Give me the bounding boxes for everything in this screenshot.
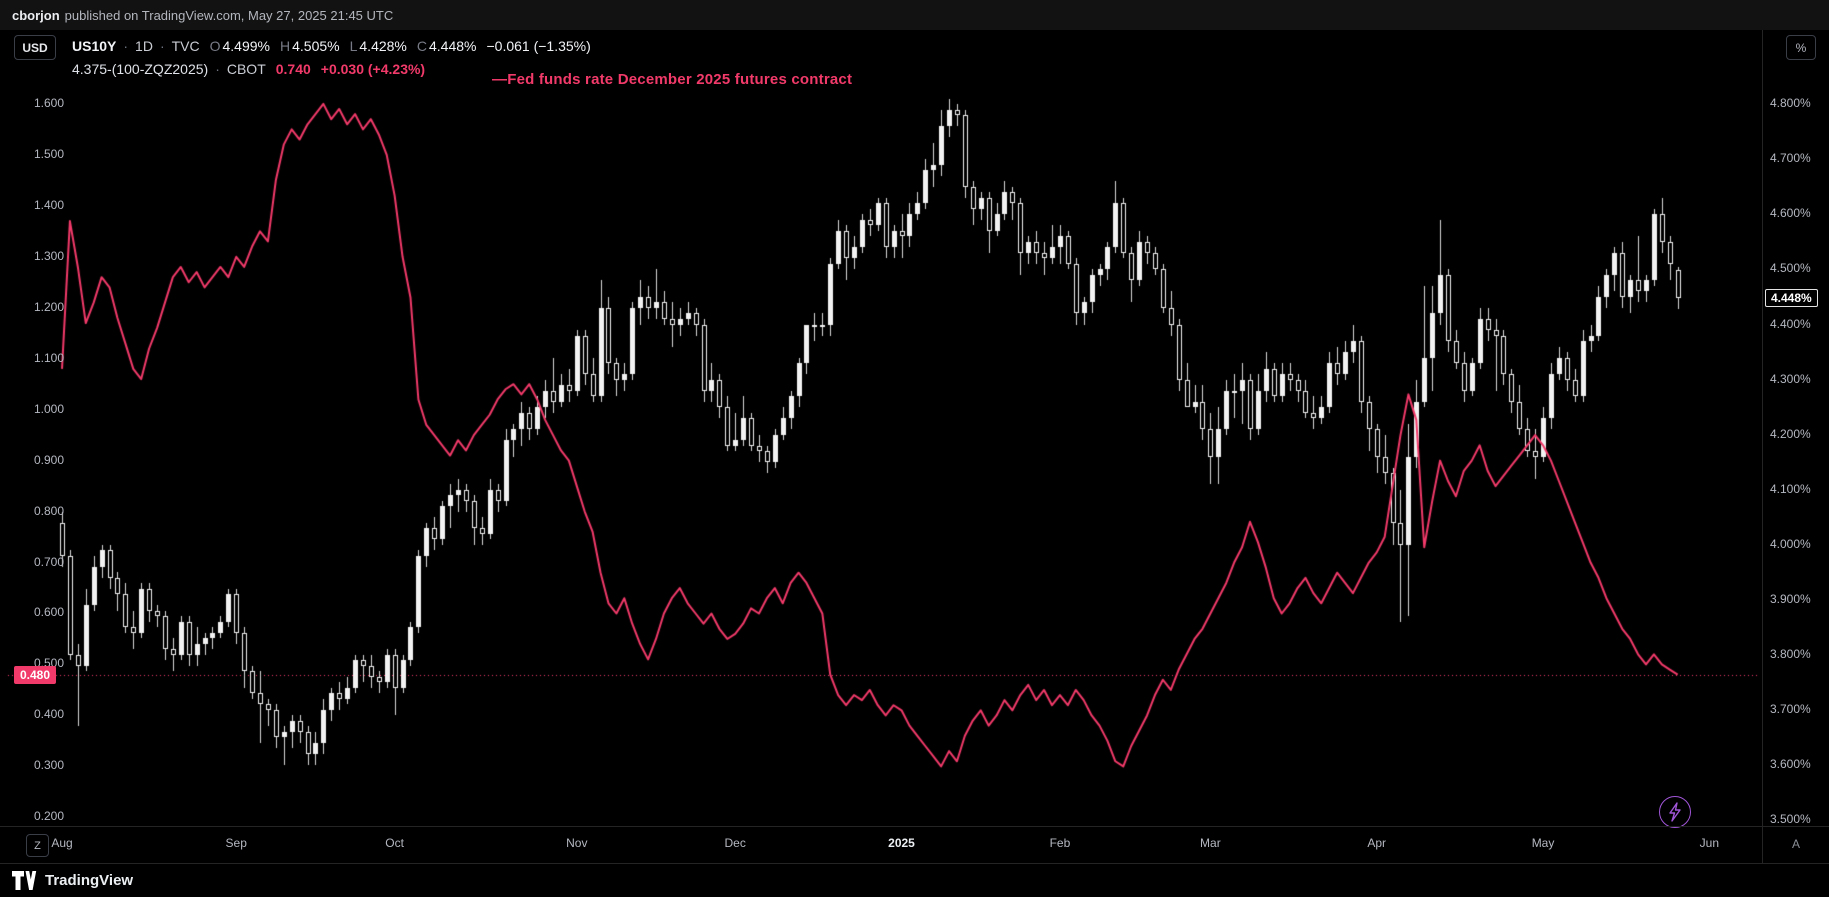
time-axis-tick: May bbox=[1531, 836, 1555, 850]
exchange-label: TVC bbox=[171, 37, 200, 54]
right-axis-tick: 4.600% bbox=[1770, 206, 1811, 221]
exchange-label: CBOT bbox=[226, 60, 266, 77]
right-axis-tick: 4.200% bbox=[1770, 426, 1811, 441]
chart-area: US10Y · 1D · TVC O 4.499% H 4.505% L 4.4… bbox=[0, 30, 1829, 828]
time-axis-border bbox=[0, 826, 1829, 827]
time-axis-tick: Nov bbox=[566, 836, 588, 850]
right-axis-tick: 4.000% bbox=[1770, 536, 1811, 551]
percent-scale-button[interactable]: % bbox=[1786, 35, 1816, 60]
high-value: 4.505% bbox=[292, 37, 340, 54]
price-scale-border bbox=[1762, 30, 1763, 863]
right-axis-tick: 4.400% bbox=[1770, 316, 1811, 331]
time-axis-tick: Dec bbox=[724, 836, 746, 850]
change-value: −0.061 (−1.35%) bbox=[486, 37, 591, 54]
timezone-button[interactable]: Z bbox=[26, 834, 49, 857]
right-axis-tick: 4.100% bbox=[1770, 481, 1811, 496]
time-axis-tick: Sep bbox=[225, 836, 247, 850]
close-value: 4.448% bbox=[429, 37, 477, 54]
chart-annotation: —Fed funds rate December 2025 futures co… bbox=[492, 71, 853, 88]
boost-button[interactable] bbox=[1659, 796, 1691, 828]
separator-dot: · bbox=[123, 37, 129, 54]
right-axis-tick: 4.700% bbox=[1770, 151, 1811, 166]
auto-scale-label[interactable]: A bbox=[1792, 837, 1801, 851]
separator-dot: · bbox=[215, 60, 220, 77]
symbol-name: US10Y bbox=[72, 37, 117, 54]
line-current-price-label: 0.480 bbox=[14, 665, 57, 684]
right-axis-tick: 3.800% bbox=[1770, 646, 1811, 661]
brand-name[interactable]: TradingView bbox=[45, 872, 134, 889]
time-axis-tick: Jun bbox=[1699, 836, 1720, 850]
series-change: +0.030 (+4.23%) bbox=[320, 60, 426, 77]
close-label: C bbox=[416, 37, 427, 54]
footer-border bbox=[0, 863, 1829, 864]
series-value: 0.740 bbox=[275, 60, 311, 77]
time-axis[interactable]: Z Aug Sep Oct Nov Dec 2025 Feb Mar Apr May Jun A bbox=[0, 827, 1829, 863]
legend-series-fedfunds[interactable]: 4.375-(100-ZQZ2025) · CBOT 0.740 +0.030 … bbox=[72, 57, 591, 80]
low-value: 4.428% bbox=[359, 37, 407, 54]
series-title: 4.375-(100-ZQZ2025) bbox=[72, 60, 209, 77]
time-axis-tick: Mar bbox=[1200, 836, 1221, 850]
open-label: O bbox=[209, 37, 221, 54]
time-axis-tick: 2025 bbox=[888, 836, 915, 850]
right-axis-tick: 4.300% bbox=[1770, 371, 1811, 386]
time-axis-tick: Oct bbox=[385, 836, 404, 850]
right-axis-tick: 4.500% bbox=[1770, 261, 1811, 276]
publish-info: published on TradingView.com, May 27, 20… bbox=[64, 7, 394, 23]
right-axis-tick: 3.500% bbox=[1770, 811, 1811, 826]
price-chart-canvas[interactable] bbox=[0, 30, 1762, 826]
right-axis-tick: 3.700% bbox=[1770, 701, 1811, 716]
legend: US10Y · 1D · TVC O 4.499% H 4.505% L 4.4… bbox=[72, 34, 591, 80]
tradingview-logo-icon[interactable] bbox=[12, 871, 37, 890]
open-value: 4.499% bbox=[222, 37, 270, 54]
candle-current-price-label: 4.448% bbox=[1765, 289, 1818, 308]
separator-dot: · bbox=[159, 37, 165, 54]
lightning-icon bbox=[1669, 802, 1681, 822]
publish-bar: cborjon published on TradingView.com, Ma… bbox=[0, 0, 1829, 30]
currency-toggle-button[interactable]: USD bbox=[14, 35, 56, 60]
publish-author: cborjon bbox=[12, 7, 60, 23]
right-axis-tick: 4.800% bbox=[1770, 96, 1811, 111]
time-axis-tick: Aug bbox=[51, 836, 73, 850]
time-axis-tick: Feb bbox=[1049, 836, 1071, 850]
high-label: H bbox=[279, 37, 291, 54]
low-label: L bbox=[349, 37, 358, 54]
footer: TradingView bbox=[0, 864, 1829, 897]
right-axis-tick: 3.900% bbox=[1770, 591, 1811, 606]
time-axis-tick: Apr bbox=[1367, 836, 1387, 850]
legend-series-us10y[interactable]: US10Y · 1D · TVC O 4.499% H 4.505% L 4.4… bbox=[72, 34, 591, 57]
interval-label: 1D bbox=[135, 37, 153, 54]
right-axis-tick: 3.600% bbox=[1770, 756, 1811, 771]
